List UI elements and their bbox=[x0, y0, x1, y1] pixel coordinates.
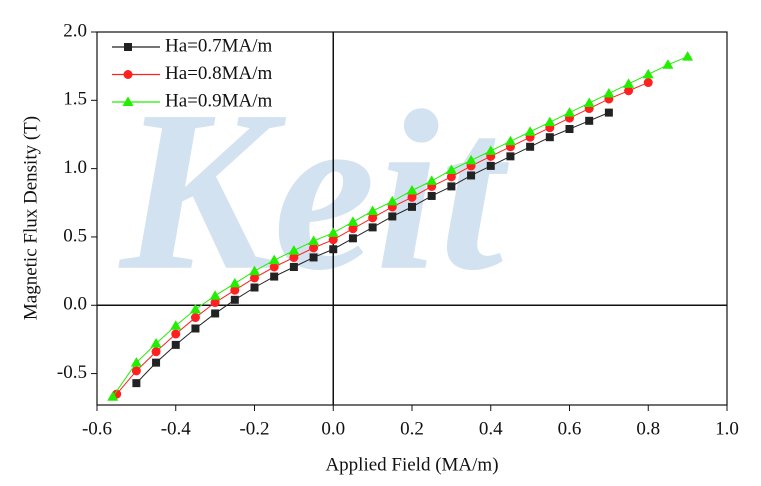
y-axis-label: Magnetic Flux Density (T) bbox=[20, 116, 41, 320]
series-line bbox=[116, 82, 649, 395]
y-tick-label: 0.0 bbox=[63, 294, 87, 315]
marker bbox=[270, 272, 279, 281]
marker bbox=[367, 205, 379, 215]
marker bbox=[150, 338, 162, 348]
legend-marker bbox=[124, 43, 132, 51]
legend-label: Ha=0.9MA/m bbox=[165, 90, 273, 111]
legend-marker bbox=[122, 96, 134, 106]
y-tick-label: 1.5 bbox=[63, 89, 87, 110]
marker bbox=[642, 68, 654, 79]
marker bbox=[445, 164, 457, 174]
marker bbox=[465, 154, 477, 165]
marker bbox=[132, 379, 141, 388]
marker bbox=[190, 313, 200, 323]
marker bbox=[171, 340, 180, 349]
x-tick-label: 0.4 bbox=[479, 418, 503, 439]
marker bbox=[526, 142, 535, 151]
marker bbox=[603, 87, 615, 98]
marker bbox=[624, 86, 634, 96]
marker bbox=[151, 347, 161, 357]
marker bbox=[504, 135, 516, 146]
x-tick-label: 0.8 bbox=[636, 418, 660, 439]
marker bbox=[426, 175, 438, 185]
legend-label: Ha=0.8MA/m bbox=[165, 63, 273, 84]
marker bbox=[269, 262, 279, 272]
marker bbox=[250, 283, 259, 292]
marker bbox=[347, 216, 359, 226]
marker bbox=[249, 265, 260, 276]
marker bbox=[524, 126, 536, 136]
marker bbox=[230, 285, 240, 295]
marker bbox=[407, 192, 417, 202]
marker bbox=[289, 263, 298, 272]
legend-label: Ha=0.7MA/m bbox=[165, 35, 273, 56]
x-tick-label: 0.2 bbox=[400, 418, 424, 439]
marker bbox=[209, 290, 221, 300]
marker bbox=[565, 125, 574, 134]
marker bbox=[268, 254, 280, 265]
marker bbox=[131, 366, 141, 376]
marker bbox=[191, 324, 200, 333]
marker bbox=[329, 245, 338, 254]
marker bbox=[544, 116, 556, 127]
x-tick-label: -0.2 bbox=[239, 418, 269, 439]
marker bbox=[643, 78, 653, 88]
marker bbox=[368, 213, 378, 223]
x-tick-label: 0.6 bbox=[558, 418, 582, 439]
marker bbox=[564, 107, 575, 117]
legend-marker bbox=[123, 70, 133, 79]
marker bbox=[171, 329, 181, 339]
marker bbox=[348, 224, 358, 234]
y-tick-label: -0.5 bbox=[57, 362, 87, 383]
marker bbox=[229, 277, 241, 288]
marker bbox=[348, 234, 357, 243]
marker bbox=[170, 320, 182, 330]
x-axis-label: Applied Field (MA/m) bbox=[325, 454, 498, 475]
x-tick-label: 1.0 bbox=[715, 418, 739, 439]
marker bbox=[107, 391, 119, 401]
marker bbox=[327, 227, 339, 237]
marker bbox=[604, 108, 613, 117]
marker bbox=[189, 303, 201, 314]
marker bbox=[230, 295, 239, 304]
marker bbox=[486, 161, 495, 170]
marker bbox=[662, 59, 674, 69]
marker bbox=[308, 235, 320, 246]
marker bbox=[250, 273, 259, 283]
marker bbox=[309, 253, 318, 262]
marker bbox=[408, 202, 416, 211]
marker bbox=[288, 245, 300, 255]
x-tick-label: -0.6 bbox=[82, 418, 112, 439]
marker bbox=[467, 171, 476, 180]
marker bbox=[152, 358, 161, 367]
marker bbox=[585, 116, 594, 125]
marker bbox=[211, 309, 220, 318]
marker bbox=[386, 195, 398, 206]
marker bbox=[485, 145, 497, 155]
marker bbox=[210, 298, 220, 308]
marker bbox=[682, 51, 694, 61]
marker bbox=[427, 191, 436, 200]
x-tick-label: -0.4 bbox=[161, 418, 192, 439]
marker bbox=[289, 252, 299, 262]
marker bbox=[545, 133, 554, 142]
marker bbox=[328, 235, 338, 245]
marker bbox=[388, 212, 397, 221]
marker bbox=[623, 78, 635, 88]
marker bbox=[406, 184, 418, 195]
marker bbox=[130, 357, 142, 367]
x-tick-label: 0.0 bbox=[321, 418, 345, 439]
marker bbox=[447, 182, 456, 191]
marker bbox=[309, 243, 319, 253]
y-tick-label: 1.0 bbox=[63, 157, 87, 178]
marker bbox=[368, 223, 377, 232]
marker bbox=[506, 152, 515, 161]
marker bbox=[583, 97, 595, 108]
y-tick-label: 0.5 bbox=[63, 225, 87, 246]
marker bbox=[446, 172, 456, 182]
y-tick-label: 2.0 bbox=[63, 20, 87, 41]
